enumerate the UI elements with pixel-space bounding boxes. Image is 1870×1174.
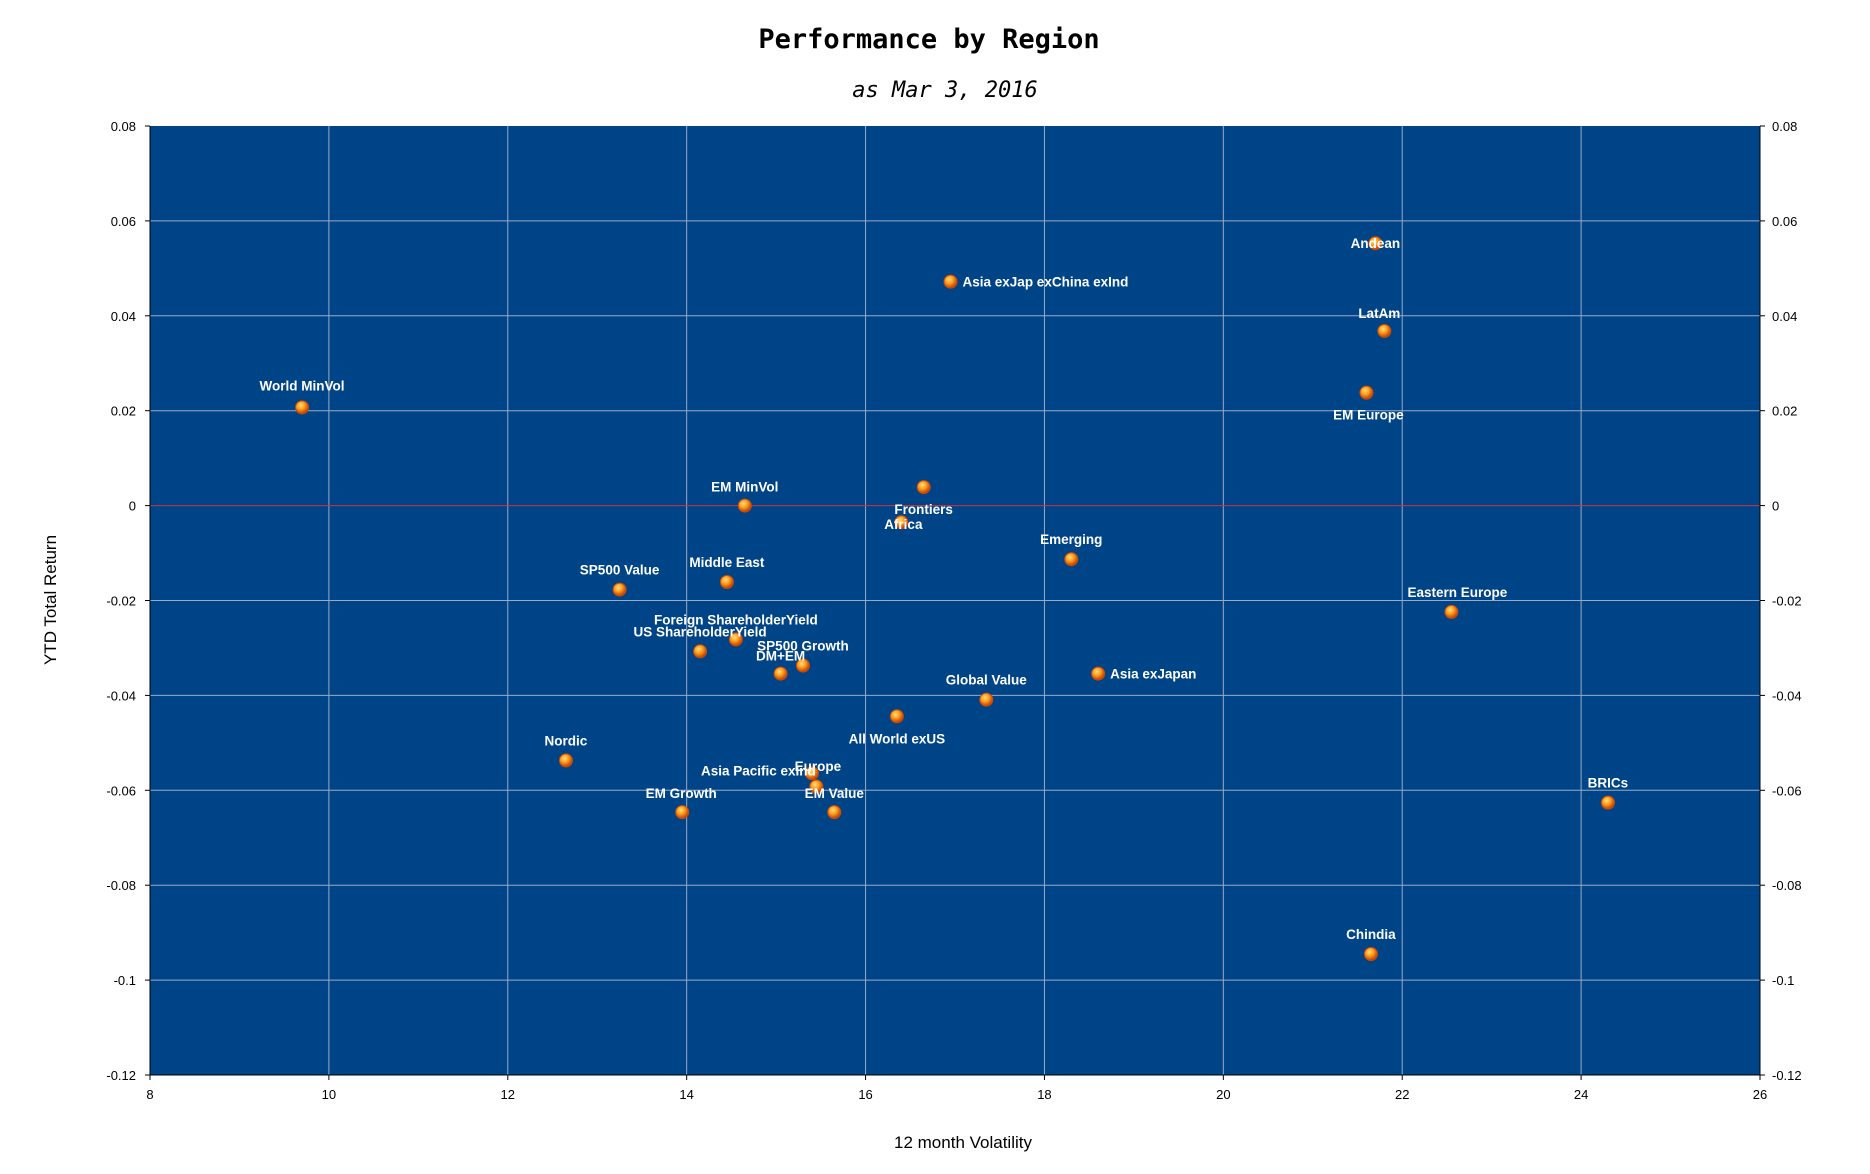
- y2-tick-label: -0.02: [1772, 594, 1802, 609]
- y-tick-label: -0.04: [106, 688, 136, 703]
- point-world-minvol: [295, 400, 310, 415]
- point-sp500-growth: [795, 658, 810, 673]
- label-em-value: EM Value: [805, 786, 865, 801]
- label-africa: Africa: [884, 517, 923, 532]
- x-tick-label: 16: [858, 1087, 872, 1102]
- point-us-shareholderyield: [693, 644, 708, 659]
- point-chindia: [1363, 947, 1378, 962]
- x-tick-label: 26: [1753, 1087, 1767, 1102]
- y2-tick-label: -0.06: [1772, 783, 1802, 798]
- x-tick-label: 22: [1395, 1087, 1409, 1102]
- y2-tick-label: 0.08: [1772, 119, 1797, 134]
- y2-tick-label: -0.12: [1772, 1068, 1802, 1083]
- y-axis-title: YTD Total Return: [41, 535, 60, 665]
- label-world-minvol: World MinVol: [260, 378, 345, 393]
- label-frontiers: Frontiers: [894, 502, 953, 517]
- x-tick-label: 24: [1574, 1087, 1588, 1102]
- label-sp500-value: SP500 Value: [580, 563, 660, 578]
- label-nordic: Nordic: [545, 733, 588, 748]
- label-latam: LatAm: [1358, 306, 1400, 321]
- chart-subtitle: as Mar 3, 2016: [852, 78, 1037, 103]
- y-tick-label: -0.06: [106, 783, 136, 798]
- data-labels: World MinVol Asia exJap exChina exInd Ande…: [260, 236, 1629, 942]
- y-tick-label: 0.08: [111, 119, 136, 134]
- y-tick-label: 0: [129, 499, 136, 514]
- point-emerging: [1064, 552, 1079, 567]
- y2-tick-label: -0.04: [1772, 688, 1802, 703]
- point-em-value: [827, 805, 842, 820]
- point-brics: [1600, 795, 1615, 810]
- label-dm-em: DM+EM: [756, 649, 805, 664]
- y2-tick-label: 0.06: [1772, 214, 1797, 229]
- point-middle-east: [719, 574, 734, 589]
- label-eastern-europe: Eastern Europe: [1408, 585, 1508, 600]
- point-foreign-shareholderyield: [728, 632, 743, 647]
- x-tick-label: 14: [679, 1087, 693, 1102]
- x-tick-label: 10: [322, 1087, 336, 1102]
- y-tick-label: -0.1: [114, 973, 136, 988]
- y2-tick-label: -0.1: [1772, 973, 1794, 988]
- label-em-europe: EM Europe: [1333, 408, 1404, 423]
- point-global-value: [979, 692, 994, 707]
- label-brics: BRICs: [1588, 776, 1629, 791]
- point-andean: [1368, 236, 1383, 251]
- y-tick-label: -0.12: [106, 1068, 136, 1083]
- point-asia-exjap-exchina-exind: [943, 274, 958, 289]
- y2-tick-label: 0.04: [1772, 309, 1797, 324]
- x-tick-label: 20: [1216, 1087, 1230, 1102]
- label-sp500-growth: SP500 Growth: [757, 639, 849, 654]
- chart-title: Performance by Region: [758, 24, 1099, 55]
- label-emerging: Emerging: [1040, 532, 1102, 547]
- x-tick-label: 8: [146, 1087, 153, 1102]
- point-africa: [894, 515, 909, 530]
- point-latam: [1377, 323, 1392, 338]
- x-tick-label: 12: [501, 1087, 515, 1102]
- y2-tick-label: 0: [1772, 499, 1779, 514]
- y-tick-label: 0.02: [111, 404, 136, 419]
- y-tick-label: -0.02: [106, 594, 136, 609]
- label-europe: Europe: [795, 759, 842, 774]
- label-em-growth: EM Growth: [646, 786, 717, 801]
- point-asia-pacific-exind: [809, 779, 824, 794]
- point-em-europe: [1359, 385, 1374, 400]
- label-chindia: Chindia: [1346, 927, 1396, 942]
- axes: 8 10 12 14 16 18 20 22 24 26 0.08 0.08 0.06 0.06 0.04 0…: [106, 119, 1801, 1102]
- x-axis-title: 12 month Volatility: [894, 1133, 1032, 1152]
- label-global-value: Global Value: [946, 673, 1028, 688]
- label-all-world-exus: All World exUS: [849, 731, 946, 746]
- point-em-minvol: [737, 498, 752, 513]
- point-europe: [804, 766, 819, 781]
- data-points: [295, 236, 1615, 962]
- point-dm-em: [773, 666, 788, 681]
- y2-tick-label: -0.08: [1772, 878, 1802, 893]
- label-em-minvol: EM MinVol: [711, 480, 778, 495]
- y-tick-label: 0.04: [111, 309, 136, 324]
- y2-tick-label: 0.02: [1772, 404, 1797, 419]
- label-foreign-shareholderyield: Foreign ShareholderYield: [654, 612, 818, 627]
- label-andean: Andean: [1351, 236, 1401, 251]
- point-frontiers: [916, 480, 931, 495]
- y-tick-label: -0.08: [106, 878, 136, 893]
- x-tick-label: 18: [1037, 1087, 1051, 1102]
- label-asia-exjap-exchina-exind: Asia exJap exChina exInd: [963, 275, 1129, 290]
- point-eastern-europe: [1444, 604, 1459, 619]
- label-middle-east: Middle East: [689, 555, 765, 570]
- label-us-shareholderyield: US ShareholderYield: [634, 624, 767, 639]
- label-asia-exjapan: Asia exJapan: [1110, 667, 1196, 682]
- point-sp500-value: [612, 582, 627, 597]
- gridlines: [150, 126, 1760, 1075]
- point-asia-exjapan: [1091, 666, 1106, 681]
- point-nordic: [558, 753, 573, 768]
- label-asia-pacific-exind: Asia Pacific exInd: [701, 764, 816, 779]
- y-tick-label: 0.06: [111, 214, 136, 229]
- point-all-world-exus: [889, 709, 904, 724]
- point-em-growth: [675, 805, 690, 820]
